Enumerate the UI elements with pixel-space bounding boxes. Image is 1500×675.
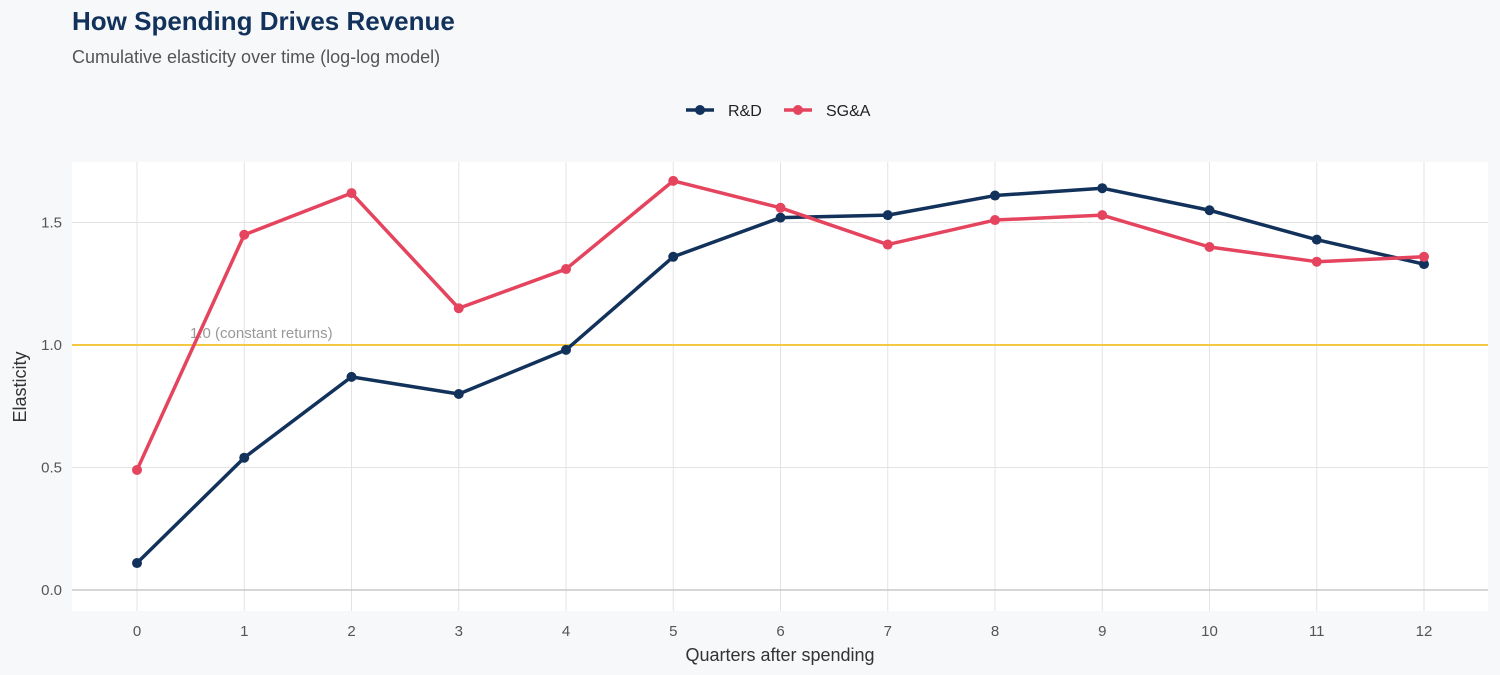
reference-line-label: 1.0 (constant returns) <box>190 325 333 342</box>
data-point-sga <box>668 175 679 186</box>
data-point-rd <box>990 190 1000 201</box>
x-tick-label: 1 <box>240 623 248 640</box>
data-point-sga <box>1097 210 1108 221</box>
data-point-sga <box>990 215 1000 226</box>
data-point-sga <box>1204 242 1215 252</box>
x-tick-label: 9 <box>1098 623 1106 640</box>
chart-subtitle: Cumulative elasticity over time (log-log… <box>72 47 441 67</box>
data-point-sga <box>775 202 786 213</box>
x-tick-label: 6 <box>776 623 784 640</box>
x-tick-label: 4 <box>562 623 570 640</box>
data-point-sga <box>239 229 250 240</box>
data-point-rd <box>1419 259 1429 270</box>
x-tick-label: 11 <box>1309 623 1325 640</box>
x-tick-label: 2 <box>347 623 355 640</box>
data-point-rd <box>561 344 571 355</box>
data-point-rd <box>453 389 464 399</box>
y-tick-label: 0.5 <box>41 460 62 477</box>
data-point-rd <box>882 210 893 221</box>
x-tick-label: 10 <box>1201 623 1218 640</box>
data-point-sga <box>346 188 357 199</box>
data-point-sga <box>561 264 571 275</box>
x-tick-label: 7 <box>884 623 892 640</box>
data-point-sga <box>1419 251 1429 262</box>
data-point-sga <box>882 239 893 250</box>
legend-label-sga: SG&A <box>826 103 871 120</box>
data-point-rd <box>132 558 142 569</box>
y-tick-label: 1.0 <box>41 337 62 354</box>
data-point-rd <box>1204 205 1215 216</box>
y-tick-label: 0.0 <box>41 582 62 599</box>
y-tick-label: 1.5 <box>41 215 62 232</box>
data-point-sga <box>1311 256 1322 267</box>
data-point-sga <box>132 464 142 475</box>
x-axis-label: Quarters after spending <box>685 645 874 665</box>
x-tick-label: 0 <box>133 623 141 640</box>
data-point-rd <box>1097 183 1108 194</box>
x-tick-label: 12 <box>1416 623 1433 640</box>
chart-title: How Spending Drives Revenue <box>72 6 455 36</box>
x-tick-label: 5 <box>669 623 677 640</box>
data-point-rd <box>775 212 786 223</box>
legend-label-rd: R&D <box>728 103 762 120</box>
legend-marker-sga <box>793 105 803 115</box>
data-point-rd <box>1311 234 1322 245</box>
data-point-sga <box>453 303 464 314</box>
y-axis-label: Elasticity <box>10 351 30 422</box>
data-point-rd <box>668 251 679 262</box>
x-tick-label: 3 <box>455 623 463 640</box>
data-point-rd <box>346 371 357 382</box>
x-tick-label: 8 <box>991 623 999 640</box>
data-point-rd <box>239 452 250 463</box>
legend-marker-rd <box>695 105 705 115</box>
